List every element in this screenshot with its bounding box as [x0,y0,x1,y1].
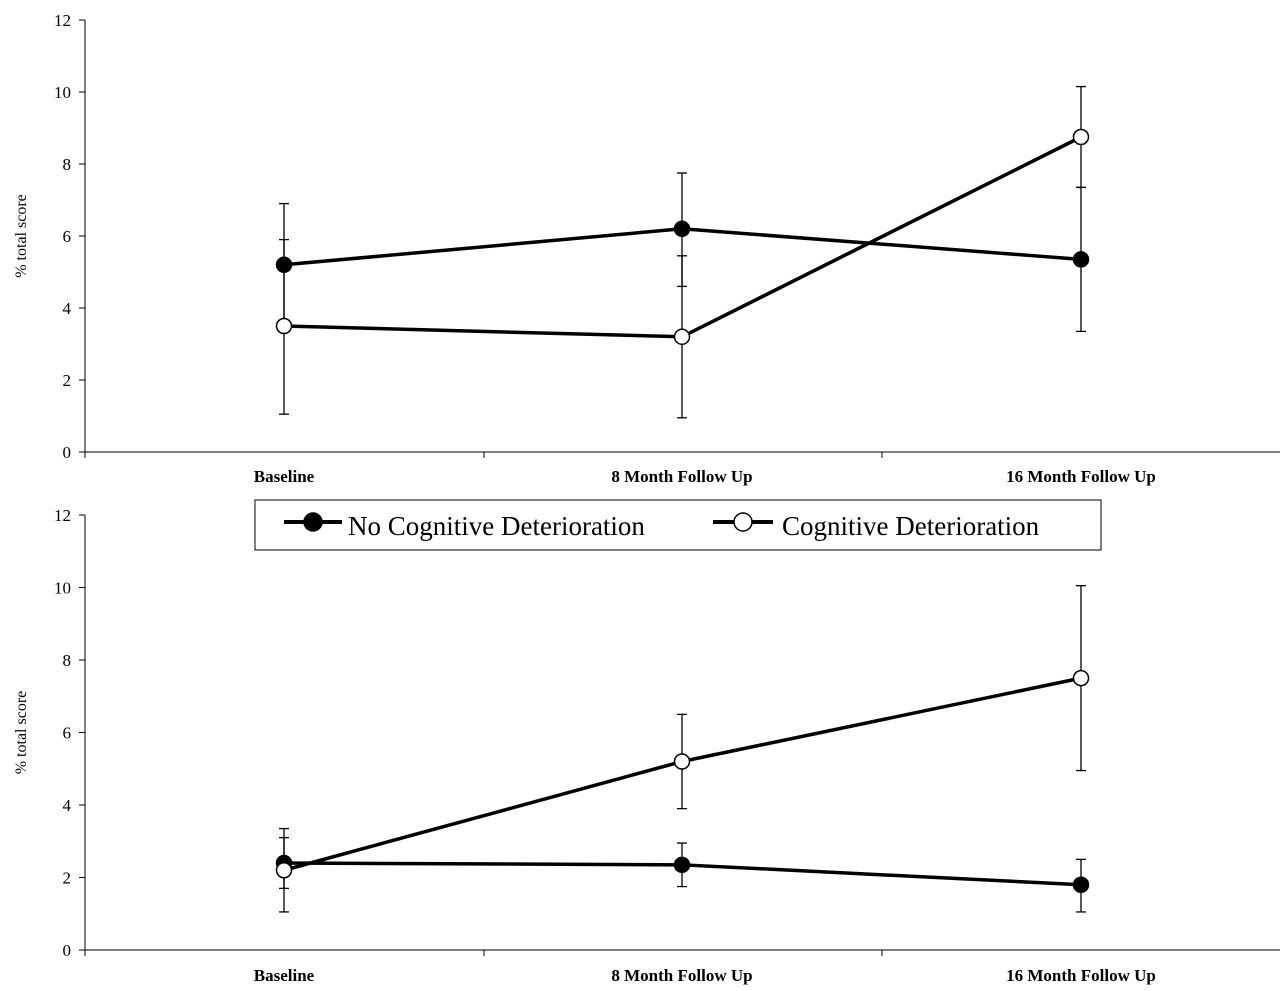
data-point-filled [1072,251,1090,268]
data-point-filled [275,256,293,274]
y-tick-label: 2 [63,371,72,390]
y-tick-label: 8 [63,651,72,670]
legend-label-deterioration: Cognitive Deterioration [782,511,1040,541]
data-point-open [1072,669,1090,687]
legend-marker-open-circle [733,512,753,532]
bottom-panel: 0 2 4 6 8 10 12 Baseline 8 Month Follow Up 16 Mon… [13,506,1280,985]
y-tick-label: 6 [63,227,72,246]
y-axis-title: % total score [13,691,30,775]
legend-box [254,499,1102,551]
y-tick-label: 6 [63,724,72,743]
data-point-open [673,328,691,346]
y-tick-label: 12 [54,506,71,525]
y-tick-label: 10 [54,83,71,102]
data-point-open [1072,128,1090,146]
y-tick-label: 4 [63,299,72,318]
legend-item-no-deterioration: No Cognitive Deterioration [284,511,645,541]
y-tick-label: 4 [63,796,72,815]
legend: No Cognitive Deterioration Cognitive Det… [254,499,1102,551]
data-point-filled [673,220,691,238]
data-point-open [673,753,691,770]
top-panel: 0 2 4 6 8 10 12 Baseline 8 Month Follow Up 16 Mon… [13,11,1280,486]
data-point-filled [673,856,691,874]
legend-marker-filled-circle [303,512,323,532]
x-category-label: 8 Month Follow Up [611,467,752,486]
legend-label-no-deterioration: No Cognitive Deterioration [348,511,645,541]
y-tick-label: 8 [63,155,72,174]
y-tick-label: 2 [63,869,72,888]
x-category-label: Baseline [254,966,315,985]
y-tick-label: 0 [63,443,72,462]
data-point-filled [1072,876,1090,893]
y-tick-label: 10 [54,579,71,598]
x-category-label: 16 Month Follow Up [1006,467,1156,486]
y-tick-label: 0 [63,941,72,960]
y-tick-label: 12 [54,11,71,30]
legend-item-deterioration: Cognitive Deterioration [713,511,1040,541]
x-category-label: Baseline [254,467,315,486]
data-point-open [275,862,293,879]
x-category-label: 16 Month Follow Up [1006,966,1156,985]
y-axis-title: % total score [13,194,30,278]
x-category-label: 8 Month Follow Up [611,966,752,985]
data-point-open [275,317,293,335]
